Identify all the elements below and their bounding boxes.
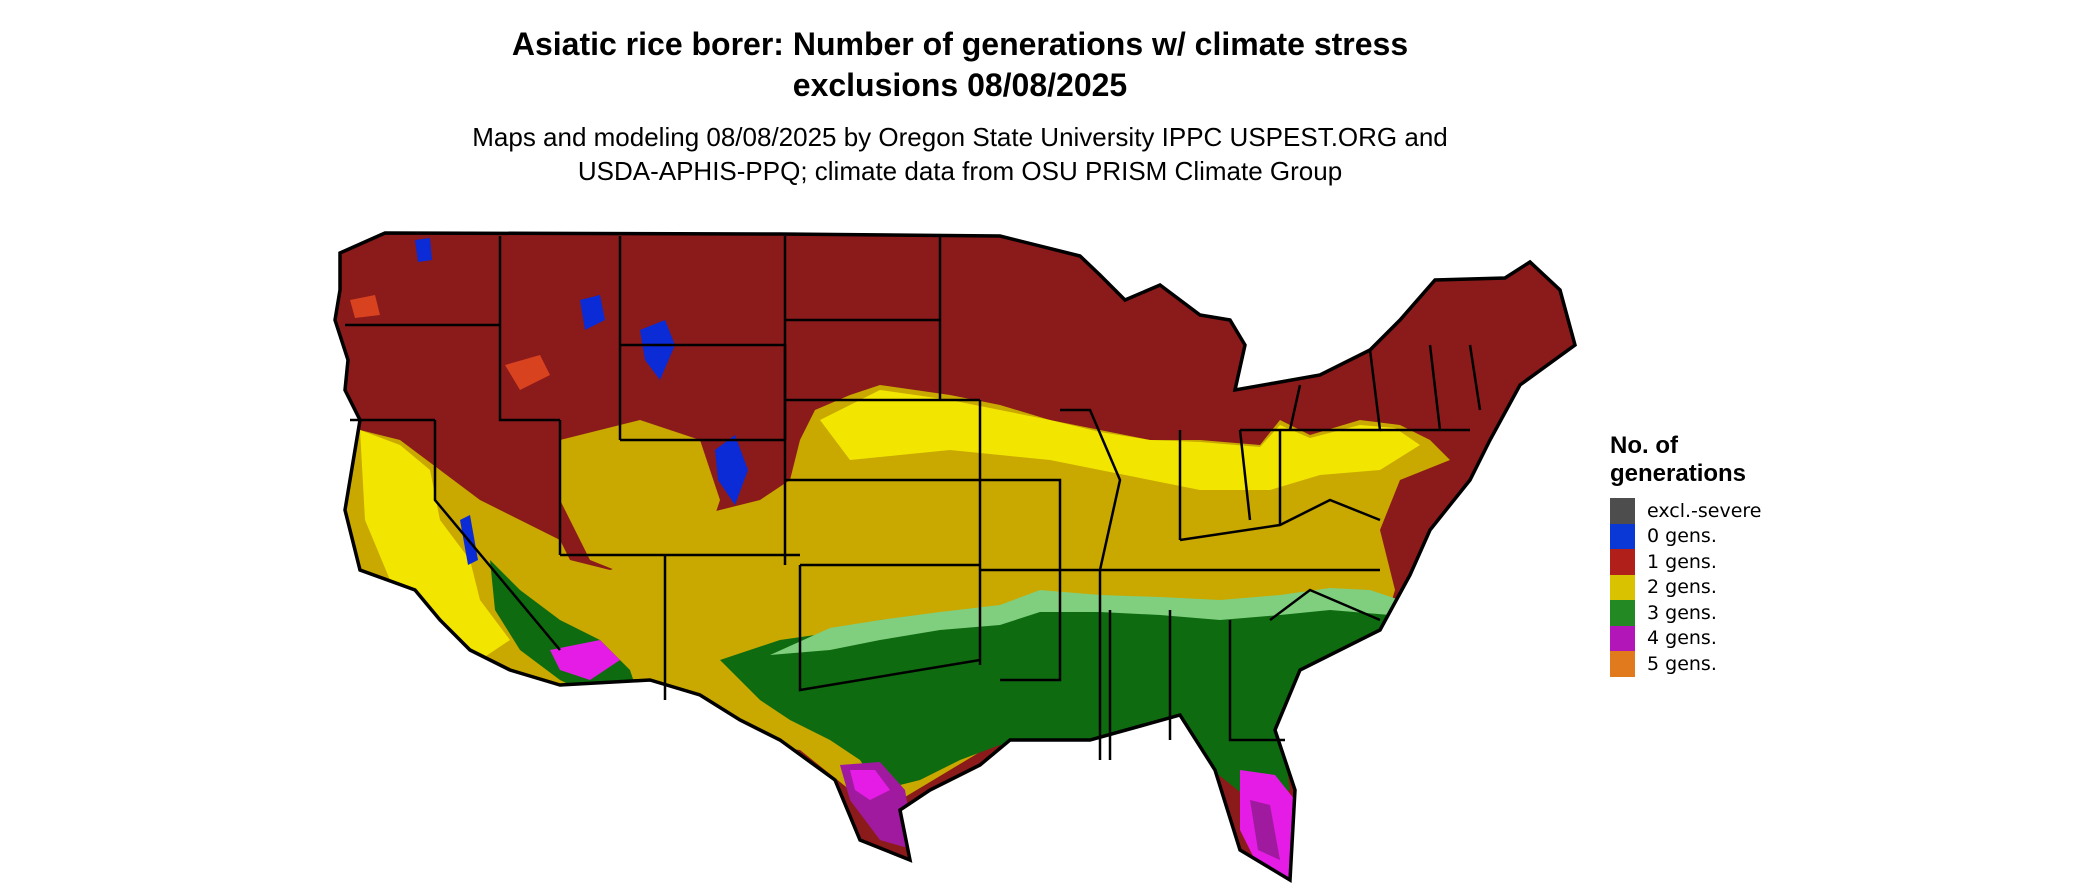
legend: No. of generations excl.-severe 0 gens. …	[1610, 432, 1762, 677]
region-2-gen-sw	[560, 420, 720, 580]
subtitle-line-1: Maps and modeling 08/08/2025 by Oregon S…	[472, 122, 1448, 152]
region-4-gen-fl-dark	[1250, 800, 1280, 860]
region-2-gen-light-west	[360, 430, 510, 660]
legend-title: No. of generations	[1610, 432, 1762, 488]
legend-swatch	[1610, 625, 1635, 651]
legend-label: 0 gens.	[1647, 525, 1717, 548]
legend-title-line-1: No. of	[1610, 432, 1678, 459]
legend-swatch	[1610, 574, 1635, 600]
legend-item-2-gens: 2 gens.	[1610, 574, 1762, 600]
region-1-gen-light-2	[505, 355, 550, 390]
region-3-gen-light	[770, 588, 1400, 655]
legend-label: 1 gens.	[1647, 550, 1717, 573]
map-title: Asiatic rice borer: Number of generation…	[360, 24, 1560, 106]
title-line-2: exclusions 08/08/2025	[792, 67, 1128, 103]
legend-label: 3 gens.	[1647, 601, 1717, 624]
legend-item-5-gens: 5 gens.	[1610, 651, 1762, 677]
map-fill	[335, 233, 1575, 880]
legend-label: 4 gens.	[1647, 627, 1717, 650]
legend-swatch	[1610, 549, 1635, 575]
map-subtitle: Maps and modeling 08/08/2025 by Oregon S…	[360, 120, 1560, 188]
region-0-gen-1	[640, 320, 675, 380]
state-borders	[345, 236, 1482, 760]
region-0-gen-4	[415, 238, 432, 262]
legend-swatch	[1610, 651, 1635, 677]
legend-item-1-gens: 1 gens.	[1610, 549, 1762, 575]
subtitle-line-2: USDA-APHIS-PPQ; climate data from OSU PR…	[577, 156, 1343, 186]
legend-item-0-gens: 0 gens.	[1610, 523, 1762, 549]
legend-title-line-2: generations	[1610, 460, 1747, 487]
legend-swatch	[1610, 600, 1635, 626]
region-2-gen-light	[820, 390, 1420, 490]
region-3-gen	[720, 595, 1395, 800]
legend-label: excl.-severe	[1647, 499, 1762, 522]
title-line-1: Asiatic rice borer: Number of generation…	[511, 26, 1409, 62]
us-outline	[333, 231, 1578, 883]
region-4-gen-az	[550, 640, 620, 680]
legend-swatch	[1610, 498, 1635, 524]
region-1-gen-light-1	[350, 295, 380, 318]
region-4-gen-tx-light	[850, 770, 890, 800]
region-0-gen-3	[580, 295, 605, 330]
legend-item-4-gens: 4 gens.	[1610, 625, 1762, 651]
legend-label: 5 gens.	[1647, 652, 1717, 675]
legend-swatch	[1610, 523, 1635, 549]
legend-item-excl-severe: excl.-severe	[1610, 498, 1762, 524]
region-0-gen-2	[715, 435, 748, 505]
legend-item-3-gens: 3 gens.	[1610, 600, 1762, 626]
legend-label: 2 gens.	[1647, 576, 1717, 599]
